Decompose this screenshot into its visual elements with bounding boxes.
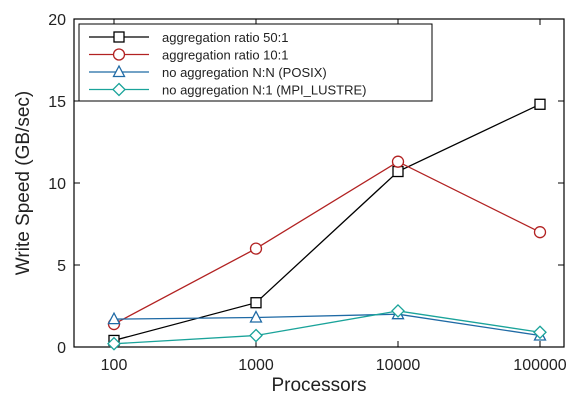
legend-label: aggregation ratio 50:1 xyxy=(162,30,288,45)
y-tick-label: 10 xyxy=(48,176,66,193)
legend-entry: aggregation ratio 10:1 xyxy=(89,48,288,63)
x-tick-label: 10000 xyxy=(376,357,421,374)
legend-label: aggregation ratio 10:1 xyxy=(162,48,288,63)
x-tick-label: 1000 xyxy=(238,357,274,374)
series-line xyxy=(113,103,541,342)
data-point xyxy=(533,325,547,340)
legend-marker xyxy=(112,64,126,78)
x-axis: 100 1000 10000 100000 xyxy=(101,19,567,374)
legend-label: no aggregation N:1 (MPI_LUSTRE) xyxy=(162,83,366,98)
data-point xyxy=(391,304,405,318)
series-line xyxy=(113,160,541,325)
data-point xyxy=(107,336,121,351)
series-2 xyxy=(107,155,547,331)
series-layer xyxy=(107,98,547,351)
x-tick-label: 100000 xyxy=(513,357,566,374)
data-point xyxy=(249,328,263,343)
data-point xyxy=(392,165,404,178)
legend-marker xyxy=(112,48,126,61)
x-tick-label: 100 xyxy=(101,357,128,374)
y-axis-title: Write Speed (GB/sec) xyxy=(13,91,34,275)
legend-entry: no aggregation N:N (POSIX) xyxy=(89,64,327,80)
data-point xyxy=(391,155,405,168)
legend: aggregation ratio 50:1 aggregation ratio … xyxy=(78,23,433,102)
data-point xyxy=(107,311,121,325)
data-point xyxy=(249,242,263,255)
legend-marker xyxy=(112,82,126,97)
data-point xyxy=(249,310,263,323)
legend-marker xyxy=(113,31,125,43)
data-point xyxy=(533,226,547,239)
y-axis: 0 5 10 15 20 xyxy=(48,12,564,357)
series-1 xyxy=(108,98,546,347)
series-4 xyxy=(107,304,547,351)
series-line xyxy=(113,310,541,345)
legend-entry: no aggregation N:1 (MPI_LUSTRE) xyxy=(89,83,366,98)
x-axis-title: Processors xyxy=(271,375,366,396)
data-point xyxy=(534,98,546,110)
series-3 xyxy=(107,306,547,341)
data-point xyxy=(250,297,262,309)
series-line xyxy=(113,313,541,337)
y-tick-label: 5 xyxy=(57,258,66,275)
y-tick-label: 15 xyxy=(48,94,66,111)
y-tick-label: 0 xyxy=(57,340,66,357)
legend-entry: aggregation ratio 50:1 xyxy=(89,30,288,45)
y-tick-label: 20 xyxy=(48,12,66,29)
legend-label: no aggregation N:N (POSIX) xyxy=(162,65,327,80)
